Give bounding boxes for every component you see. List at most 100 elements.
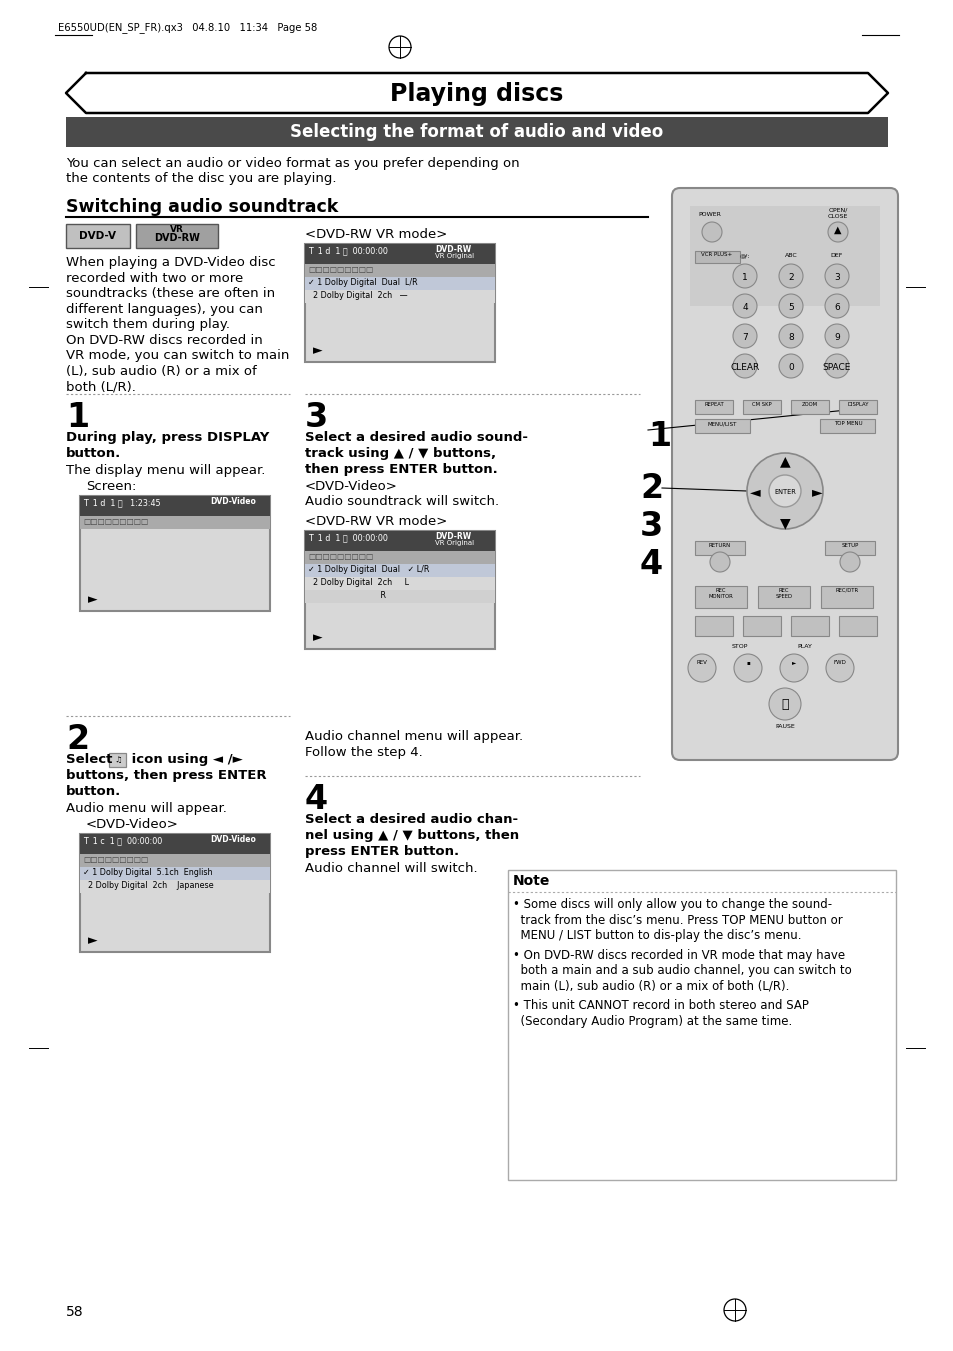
Text: ⏸: ⏸ <box>781 698 788 712</box>
Bar <box>742 400 781 413</box>
Text: DVD-RW: DVD-RW <box>435 532 471 540</box>
Text: T  1 d  1 Ⓢ  00:00:00: T 1 d 1 Ⓢ 00:00:00 <box>308 534 388 542</box>
Text: You can select an audio or video format as you prefer depending on: You can select an audio or video format … <box>66 157 519 170</box>
Bar <box>742 616 781 636</box>
Text: PLAY: PLAY <box>797 644 812 648</box>
Circle shape <box>732 263 757 288</box>
Text: 2 Dolby Digital  2ch   —: 2 Dolby Digital 2ch — <box>308 290 407 300</box>
Text: DEF: DEF <box>830 253 842 258</box>
Text: □□□□□□□□□: □□□□□□□□□ <box>83 855 148 865</box>
Bar <box>305 263 495 277</box>
Text: 3: 3 <box>639 509 662 543</box>
Circle shape <box>768 476 801 507</box>
Polygon shape <box>867 73 887 113</box>
Bar <box>695 419 749 434</box>
Text: soundtracks (these are often in: soundtracks (these are often in <box>66 286 274 300</box>
Text: □□□□□□□□□: □□□□□□□□□ <box>308 553 373 561</box>
Text: ►: ► <box>313 631 322 644</box>
Text: (Secondary Audio Program) at the same time.: (Secondary Audio Program) at the same ti… <box>513 1015 791 1028</box>
Text: the contents of the disc you are playing.: the contents of the disc you are playing… <box>66 172 336 185</box>
Text: E6550UD(EN_SP_FR).qx3   04.8.10   11:34   Page 58: E6550UD(EN_SP_FR).qx3 04.8.10 11:34 Page… <box>58 22 317 32</box>
Text: ◄: ◄ <box>749 485 760 499</box>
Text: buttons, then press ENTER: buttons, then press ENTER <box>66 769 266 782</box>
Text: T  1 c  1 Ⓢ  00:00:00: T 1 c 1 Ⓢ 00:00:00 <box>83 836 162 844</box>
Bar <box>695 251 740 263</box>
Bar <box>305 551 495 563</box>
Text: 4: 4 <box>305 784 328 816</box>
Text: ✓ 1 Dolby Digital  Dual  L/R: ✓ 1 Dolby Digital Dual L/R <box>308 278 417 286</box>
Bar <box>80 880 270 893</box>
Text: TOP MENU: TOP MENU <box>833 422 862 426</box>
Text: Audio soundtrack will switch.: Audio soundtrack will switch. <box>305 494 498 508</box>
Text: ♫: ♫ <box>114 755 122 765</box>
Text: MENU / LIST button to dis-play the disc’s menu.: MENU / LIST button to dis-play the disc’… <box>513 929 801 942</box>
Bar <box>838 400 876 413</box>
Text: OPEN/: OPEN/ <box>827 208 847 213</box>
Text: then press ENTER button.: then press ENTER button. <box>305 463 497 476</box>
Text: Select a desired audio sound-: Select a desired audio sound- <box>305 431 527 444</box>
Text: 7: 7 <box>741 332 747 342</box>
Text: □□□□□□□□□: □□□□□□□□□ <box>83 517 148 526</box>
Text: ZOOM: ZOOM <box>801 403 818 407</box>
Text: 1: 1 <box>66 401 89 434</box>
FancyBboxPatch shape <box>671 188 897 761</box>
Text: □□□□□□□□□: □□□□□□□□□ <box>308 265 373 274</box>
Circle shape <box>768 688 801 720</box>
Text: ▲: ▲ <box>779 454 789 467</box>
Text: 1: 1 <box>741 273 747 281</box>
Text: REC
MONITOR: REC MONITOR <box>708 588 733 598</box>
Text: RETURN: RETURN <box>708 543 730 549</box>
Text: 2: 2 <box>66 723 89 757</box>
Text: recorded with two or more: recorded with two or more <box>66 272 243 285</box>
Text: CLOSE: CLOSE <box>827 213 847 219</box>
Text: • On DVD-RW discs recorded in VR mode that may have: • On DVD-RW discs recorded in VR mode th… <box>513 948 844 962</box>
Text: both a main and a sub audio channel, you can switch to: both a main and a sub audio channel, you… <box>513 965 851 977</box>
Bar <box>305 563 495 577</box>
Bar <box>80 496 270 611</box>
Text: Audio menu will appear.: Audio menu will appear. <box>66 802 227 815</box>
Text: <DVD-Video>: <DVD-Video> <box>305 480 397 493</box>
Bar <box>305 590 495 603</box>
Text: REC
SPEED: REC SPEED <box>775 588 792 598</box>
Bar <box>820 419 874 434</box>
Text: ENTER: ENTER <box>773 489 795 494</box>
Bar <box>305 245 495 362</box>
Text: track from the disc’s menu. Press TOP MENU button or: track from the disc’s menu. Press TOP ME… <box>513 913 841 927</box>
Text: switch them during play.: switch them during play. <box>66 317 230 331</box>
Circle shape <box>687 654 716 682</box>
Text: 0: 0 <box>787 362 793 372</box>
Circle shape <box>779 263 802 288</box>
Bar <box>80 854 270 867</box>
Text: CM SKP: CM SKP <box>751 403 771 407</box>
Text: ►: ► <box>811 485 821 499</box>
Bar <box>80 496 270 516</box>
Text: main (L), sub audio (R) or a mix of both (L/R).: main (L), sub audio (R) or a mix of both… <box>513 979 788 993</box>
Circle shape <box>746 453 822 530</box>
Text: MENU/LIST: MENU/LIST <box>706 422 736 426</box>
Text: Follow the step 4.: Follow the step 4. <box>305 746 422 759</box>
Text: DVD-Video: DVD-Video <box>210 497 255 507</box>
Bar <box>136 224 218 249</box>
Circle shape <box>824 354 848 378</box>
Text: REPEAT: REPEAT <box>703 403 723 407</box>
Text: PAUSE: PAUSE <box>774 724 794 730</box>
Bar <box>758 586 809 608</box>
Bar <box>66 118 887 147</box>
Text: press ENTER button.: press ENTER button. <box>305 844 458 858</box>
Circle shape <box>733 654 761 682</box>
Text: When playing a DVD-Video disc: When playing a DVD-Video disc <box>66 255 275 269</box>
Text: Audio channel will switch.: Audio channel will switch. <box>305 862 477 875</box>
Bar <box>80 867 270 880</box>
Text: DVD-V: DVD-V <box>79 231 116 240</box>
Circle shape <box>824 263 848 288</box>
Polygon shape <box>66 73 86 113</box>
Text: <DVD-RW VR mode>: <DVD-RW VR mode> <box>305 228 447 240</box>
Text: button.: button. <box>66 447 121 459</box>
Bar <box>305 531 495 551</box>
Text: VR Original: VR Original <box>435 540 474 546</box>
Text: 8: 8 <box>787 332 793 342</box>
Text: The display menu will appear.: The display menu will appear. <box>66 463 265 477</box>
Text: ►: ► <box>88 593 97 607</box>
Text: SETUP: SETUP <box>841 543 858 549</box>
Text: Audio channel menu will appear.: Audio channel menu will appear. <box>305 730 522 743</box>
